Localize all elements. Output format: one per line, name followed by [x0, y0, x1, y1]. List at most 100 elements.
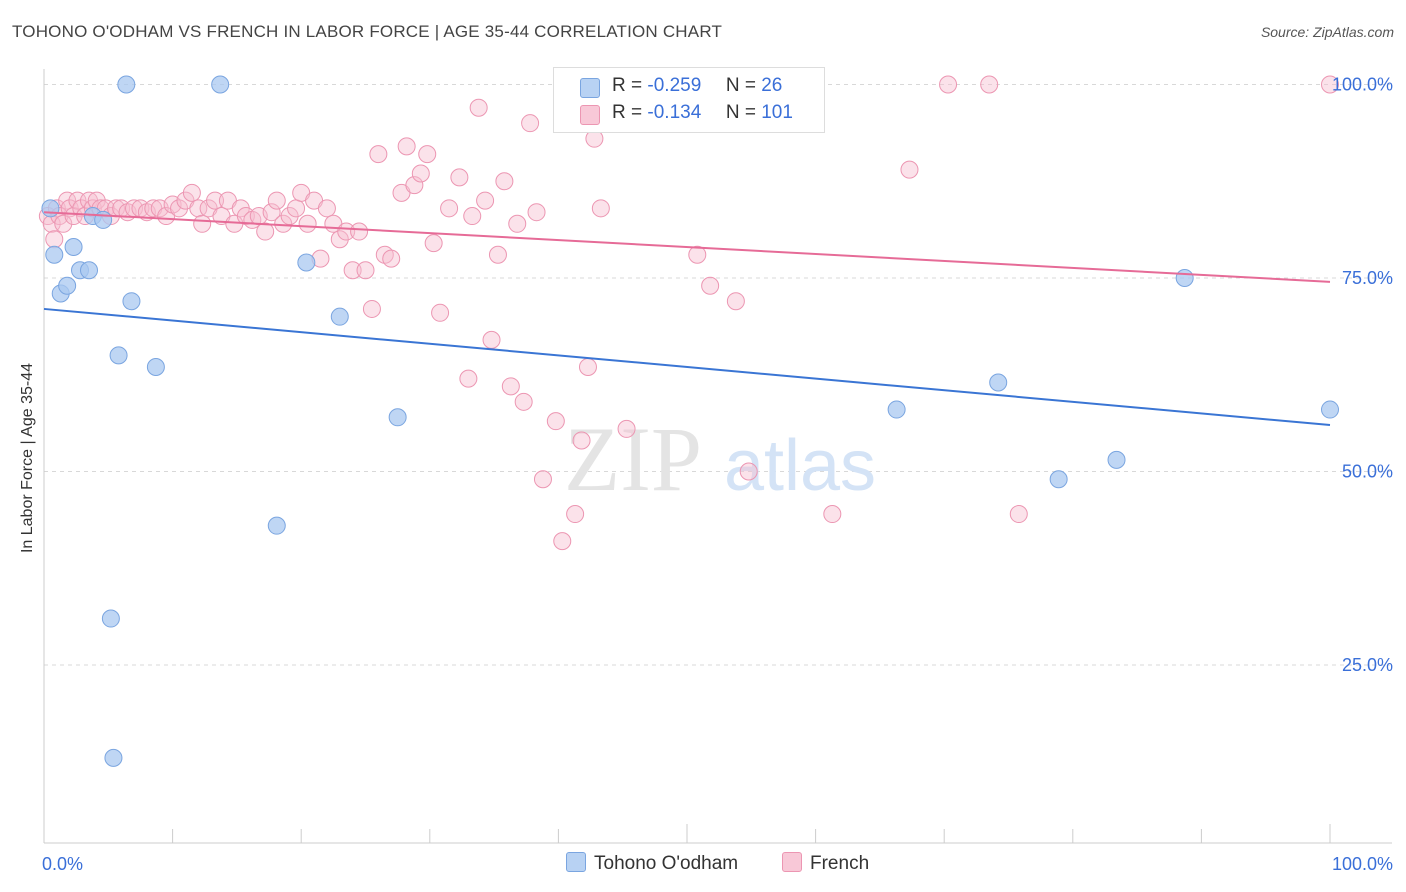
french-point [337, 222, 356, 241]
french-point [189, 199, 208, 218]
watermark-atlas: atlas [724, 426, 876, 506]
x-tick-labels: 0.0% 100.0% [42, 854, 1393, 874]
french-point [405, 176, 424, 195]
french-point [514, 392, 533, 411]
watermark-zip: ZIP [564, 408, 702, 510]
french-point [262, 203, 281, 222]
tohono-point [64, 238, 83, 257]
axes [43, 69, 1392, 844]
watermark: ZIP atlas [564, 408, 876, 510]
french-point [501, 377, 520, 396]
bottom-legend-tohono: Tohono O'odham [566, 852, 738, 875]
french-point [939, 75, 958, 94]
tohono-point [388, 408, 407, 427]
trendlines [43, 211, 1331, 427]
french-point [739, 462, 758, 481]
french-point [469, 98, 488, 117]
y-axis-title: In Labor Force | Age 35-44 [19, 362, 36, 554]
french-point [1321, 75, 1339, 94]
french-point [495, 172, 514, 191]
legend-r-label: R = [612, 75, 643, 96]
french-point [382, 249, 401, 268]
y-tick-label: 25.0% [1342, 655, 1393, 675]
french-point [546, 412, 565, 431]
french-point [356, 261, 375, 280]
tohono-point [80, 261, 99, 280]
legend-n-label: N = [725, 75, 756, 96]
french-point [424, 234, 443, 253]
french-point [170, 199, 189, 218]
french-point [463, 207, 482, 226]
legend-r-value: -0.134 [647, 102, 702, 123]
tohono-point [1321, 400, 1339, 419]
french-point [317, 199, 336, 218]
french-point [369, 145, 388, 164]
y-tick-label: 75.0% [1342, 268, 1393, 288]
french-point [1009, 505, 1028, 524]
legend-r-label: R = [612, 102, 643, 123]
gridlines [44, 83, 1390, 666]
french-point [343, 261, 362, 280]
french-point [726, 292, 745, 311]
french-point [476, 191, 495, 210]
correlation-legend: R = -0.259 N = 26 R = -0.134 N = 101 [553, 67, 825, 133]
french-point [267, 191, 286, 210]
french-point [298, 214, 317, 233]
tohono-point [211, 75, 230, 94]
french-point [572, 431, 591, 450]
y-tick-label: 100.0% [1332, 74, 1393, 94]
french-point [900, 160, 919, 179]
legend-swatch-french [580, 105, 600, 125]
legend-n-value: 101 [761, 102, 793, 123]
french-point [411, 164, 430, 183]
tohono-point [146, 357, 165, 376]
legend-swatch-tohono [580, 78, 600, 98]
y-tick-label: 50.0% [1342, 461, 1393, 481]
tohono-point [122, 292, 141, 311]
french-point [533, 470, 552, 489]
tohono-point [104, 748, 123, 767]
bottom-legend-swatch-french [782, 852, 802, 872]
tohono-point [41, 199, 60, 218]
french-point [527, 203, 546, 222]
tohono-point [989, 373, 1008, 392]
french-point [330, 230, 349, 249]
chart-title: TOHONO O'ODHAM VS FRENCH IN LABOR FORCE … [12, 22, 723, 41]
french-point [980, 75, 999, 94]
bottom-legend-french: French [782, 852, 869, 875]
bottom-legend-swatch-tohono [566, 852, 586, 872]
tohono-point [101, 609, 120, 628]
tohono-point [117, 75, 136, 94]
french-point [701, 276, 720, 295]
legend-r-value: -0.259 [647, 75, 702, 96]
tohono-point [109, 346, 128, 365]
bottom-legend-label-tohono: Tohono O'odham [594, 853, 739, 874]
tohono-point [1049, 470, 1068, 489]
french-point [193, 214, 212, 233]
french-point [431, 303, 450, 322]
french-point [418, 145, 437, 164]
french-point [182, 183, 201, 202]
tohono-trendline [43, 307, 1331, 427]
bottom-legend-label-french: French [810, 853, 870, 874]
tohono-point [1107, 450, 1126, 469]
french-point [482, 330, 501, 349]
tohono-point [330, 307, 349, 326]
tohono-point [267, 516, 286, 535]
tohono-points [41, 75, 1339, 767]
french-point [54, 214, 73, 233]
source-label: Source: ZipAtlas.com [1260, 24, 1394, 40]
french-point [488, 245, 507, 264]
french-point [206, 191, 225, 210]
french-point [440, 199, 459, 218]
french-trendline [43, 211, 1331, 283]
legend-n-value: 26 [761, 75, 783, 96]
french-point [397, 137, 416, 156]
french-point [350, 222, 369, 241]
french-point [287, 199, 306, 218]
french-point [553, 532, 572, 551]
tohono-point [297, 253, 316, 272]
french-point [566, 505, 585, 524]
french-point [508, 214, 527, 233]
